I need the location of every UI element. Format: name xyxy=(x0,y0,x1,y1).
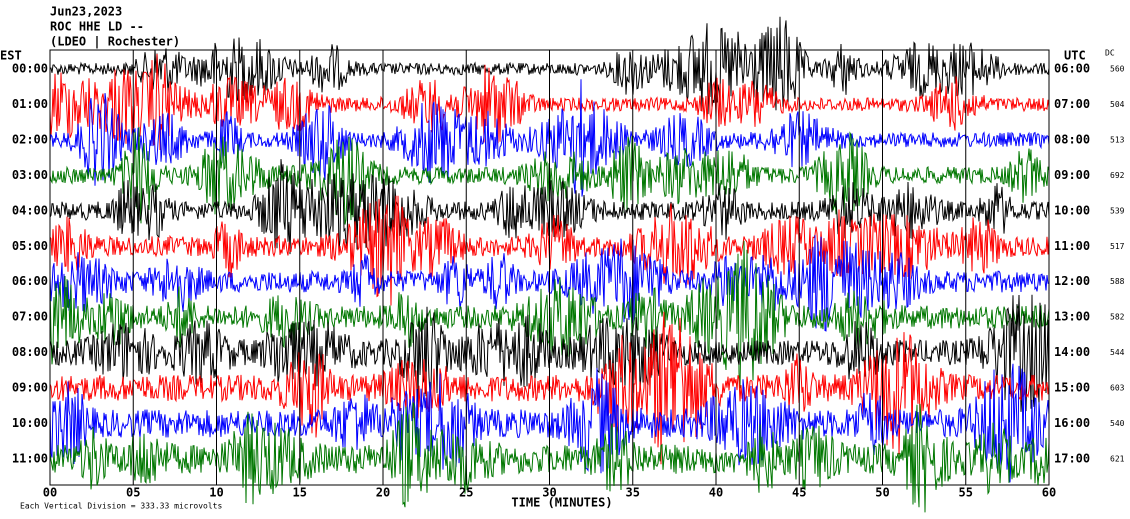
est-row-label: 05:00 xyxy=(12,239,48,253)
dc-value: 540 xyxy=(1110,419,1125,428)
x-tick-label: 55 xyxy=(959,486,973,500)
est-row-label: 06:00 xyxy=(12,274,48,288)
dc-value: 692 xyxy=(1110,171,1125,180)
utc-row-label: 17:00 xyxy=(1054,451,1090,465)
x-tick-label: 00 xyxy=(43,486,57,500)
x-tick-label: 25 xyxy=(459,486,473,500)
x-tick-label: 15 xyxy=(293,486,307,500)
est-row-label: 09:00 xyxy=(12,381,48,395)
utc-row-label: 09:00 xyxy=(1054,168,1090,182)
dc-value: 582 xyxy=(1110,313,1125,322)
date: Jun23,2023 xyxy=(50,5,122,19)
utc-label: UTC xyxy=(1064,49,1086,63)
x-tick-label: 20 xyxy=(376,486,390,500)
x-tick-label: 60 xyxy=(1042,486,1056,500)
x-tick-label: 30 xyxy=(542,486,556,500)
x-tick-label: 10 xyxy=(209,486,223,500)
dc-value: 621 xyxy=(1110,454,1125,463)
dc-value: 513 xyxy=(1110,135,1125,144)
x-tick-label: 05 xyxy=(126,486,140,500)
dc-value: 517 xyxy=(1110,242,1125,251)
network: (LDEO | Rochester) xyxy=(50,35,180,49)
dc-value: 588 xyxy=(1110,277,1125,286)
x-tick-label: 40 xyxy=(709,486,723,500)
x-tick-label: 45 xyxy=(792,486,806,500)
est-row-label: 02:00 xyxy=(12,132,48,146)
utc-row-label: 14:00 xyxy=(1054,345,1090,359)
est-row-label: 03:00 xyxy=(12,168,48,182)
utc-row-label: 13:00 xyxy=(1054,310,1090,324)
est-row-label: 01:00 xyxy=(12,97,48,111)
dc-value: 603 xyxy=(1110,384,1125,393)
est-row-label: 00:00 xyxy=(12,62,48,76)
x-axis-label: TIME (MINUTES) xyxy=(511,496,612,510)
dc-value: 560 xyxy=(1110,65,1125,74)
est-label: EST xyxy=(0,49,22,63)
utc-row-label: 10:00 xyxy=(1054,203,1090,217)
utc-row-label: 06:00 xyxy=(1054,62,1090,76)
footer: Each Vertical Division = 333.33 microvol… xyxy=(20,502,222,511)
dc-value: 539 xyxy=(1110,206,1125,215)
x-tick-label: 50 xyxy=(875,486,889,500)
station: ROC HHE LD -- xyxy=(50,20,144,34)
est-row-label: 04:00 xyxy=(12,203,48,217)
x-tick-label: 35 xyxy=(626,486,640,500)
est-row-label: 08:00 xyxy=(12,345,48,359)
utc-row-label: 12:00 xyxy=(1054,274,1090,288)
dc-value: 544 xyxy=(1110,348,1125,357)
utc-row-label: 11:00 xyxy=(1054,239,1090,253)
utc-row-label: 07:00 xyxy=(1054,97,1090,111)
est-row-label: 11:00 xyxy=(12,451,48,465)
est-row-label: 07:00 xyxy=(12,310,48,324)
est-row-label: 10:00 xyxy=(12,416,48,430)
utc-row-label: 16:00 xyxy=(1054,416,1090,430)
dc-value: 504 xyxy=(1110,100,1125,109)
utc-row-label: 08:00 xyxy=(1054,132,1090,146)
dc-label: DC xyxy=(1105,49,1115,58)
utc-row-label: 15:00 xyxy=(1054,381,1090,395)
